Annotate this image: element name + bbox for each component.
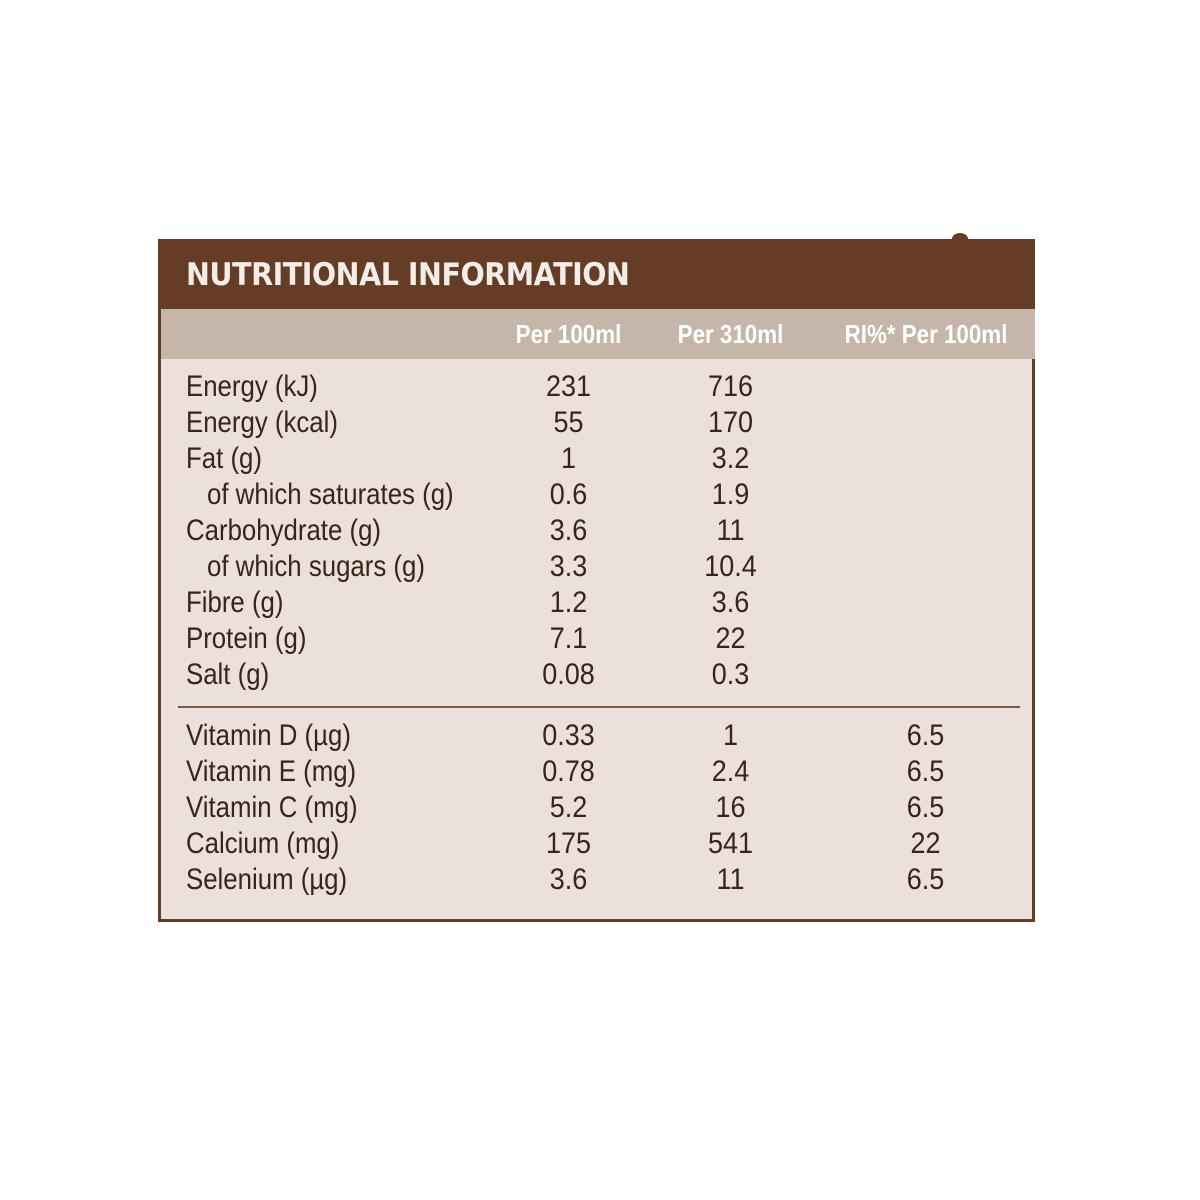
table-row: of which sugars (g) 3.3 10.4 [161, 549, 1035, 585]
table-row: Selenium (µg) 3.6 11 6.5 [161, 862, 1035, 898]
value-ri-percent: 6.5 [906, 719, 945, 752]
value-per-310ml: 1.9 [711, 478, 750, 511]
value-per-310ml: 3.2 [711, 442, 750, 475]
row-label: Vitamin C (mg) [186, 791, 358, 824]
value-per-100ml: 231 [545, 370, 592, 403]
panel-title: NUTRITIONAL INFORMATION [186, 257, 630, 293]
value-per-100ml: 0.78 [542, 755, 595, 788]
table-row: of which saturates (g) 0.6 1.9 [161, 477, 1035, 513]
table-row: Vitamin E (mg) 0.78 2.4 6.5 [161, 754, 1035, 790]
value-per-100ml: 1 [560, 442, 577, 475]
value-per-100ml: 55 [553, 406, 584, 439]
row-label: Protein (g) [186, 622, 307, 655]
value-per-100ml: 3.6 [549, 863, 588, 896]
value-ri-percent: 22 [910, 827, 941, 860]
row-label: Energy (kcal) [186, 406, 338, 439]
value-per-100ml: 7.1 [549, 622, 588, 655]
table-row: Protein (g) 7.1 22 [161, 621, 1035, 657]
value-per-310ml: 541 [707, 827, 754, 860]
value-per-100ml: 175 [545, 827, 592, 860]
value-per-100ml: 3.3 [549, 550, 588, 583]
row-label: of which sugars (g) [207, 550, 425, 583]
title-bar: NUTRITIONAL INFORMATION [161, 239, 1035, 309]
row-label: Vitamin D (µg) [186, 719, 351, 752]
row-label: Salt (g) [186, 658, 270, 691]
value-per-100ml: 3.6 [549, 514, 588, 547]
column-header-ri-per-100ml: RI%* Per 100ml [844, 319, 1008, 349]
column-header-band [161, 309, 1035, 359]
value-per-100ml: 0.33 [542, 719, 595, 752]
column-header-per-100ml: Per 100ml [515, 319, 622, 349]
value-per-310ml: 716 [707, 370, 754, 403]
table-row: Carbohydrate (g) 3.6 11 [161, 513, 1035, 549]
section-divider [178, 706, 1020, 708]
value-per-310ml: 11 [716, 514, 745, 547]
value-per-310ml: 0.3 [711, 658, 750, 691]
row-label: Selenium (µg) [186, 863, 348, 896]
table-row: Energy (kJ) 231 716 [161, 369, 1035, 405]
value-per-310ml: 2.4 [711, 755, 750, 788]
value-ri-percent: 6.5 [906, 791, 945, 824]
value-per-310ml: 170 [707, 406, 754, 439]
row-label: Energy (kJ) [186, 370, 318, 403]
row-label: Fibre (g) [186, 586, 284, 619]
table-row: Fibre (g) 1.2 3.6 [161, 585, 1035, 621]
table-row: Vitamin C (mg) 5.2 16 6.5 [161, 790, 1035, 826]
value-per-310ml: 3.6 [711, 586, 750, 619]
value-per-310ml: 16 [715, 791, 746, 824]
row-label: of which saturates (g) [207, 478, 454, 511]
value-per-310ml: 1 [722, 719, 739, 752]
value-per-100ml: 0.08 [542, 658, 595, 691]
column-header-per-310ml: Per 310ml [677, 319, 784, 349]
value-ri-percent: 6.5 [906, 863, 945, 896]
value-per-100ml: 0.6 [549, 478, 588, 511]
row-label: Vitamin E (mg) [186, 755, 357, 788]
value-ri-percent: 6.5 [906, 755, 945, 788]
table-row: Vitamin D (µg) 0.33 1 6.5 [161, 718, 1035, 754]
row-label: Calcium (mg) [186, 827, 340, 860]
table-row: Energy (kcal) 55 170 [161, 405, 1035, 441]
row-label: Carbohydrate (g) [186, 514, 382, 547]
row-label: Fat (g) [186, 442, 262, 475]
table-row: Calcium (mg) 175 541 22 [161, 826, 1035, 862]
table-row: Fat (g) 1 3.2 [161, 441, 1035, 477]
value-per-100ml: 5.2 [549, 791, 588, 824]
value-per-100ml: 1.2 [549, 586, 588, 619]
value-per-310ml: 11 [716, 863, 745, 896]
value-per-310ml: 10.4 [704, 550, 757, 583]
table-row: Salt (g) 0.08 0.3 [161, 657, 1035, 693]
nutrition-panel: NUTRITIONAL INFORMATION Per 100ml Per 31… [158, 239, 1035, 922]
value-per-310ml: 22 [715, 622, 746, 655]
